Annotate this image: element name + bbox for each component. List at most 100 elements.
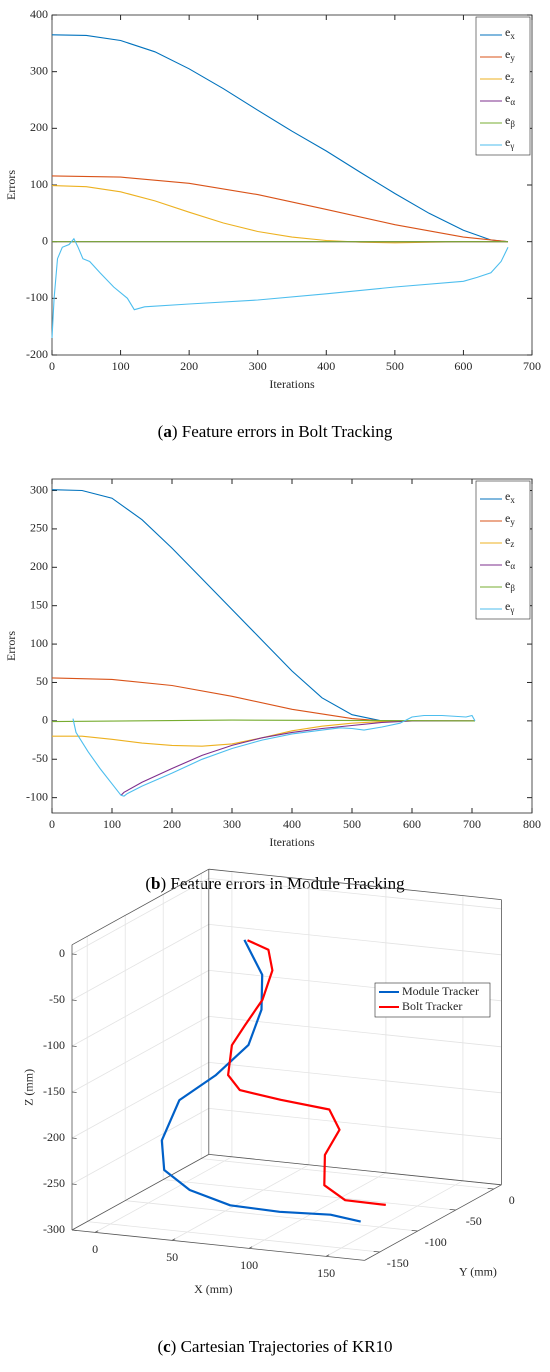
x-tick-label: 500 [386,359,404,373]
y-tick-label: -200 [26,347,48,361]
trajectory-line [227,939,386,1206]
grid-line [208,1062,502,1094]
y-tick-label: 400 [30,7,48,21]
z-tick-label: -50 [49,992,65,1006]
series-line [51,719,476,723]
y-axis-label: Y (mm) [459,1264,497,1278]
x-axis-label: X (mm) [194,1282,232,1296]
grid-line [94,1156,233,1233]
grid-line [201,1158,494,1190]
x-tick-label: 300 [223,817,241,831]
y-axis-label: Errors [4,170,18,200]
series-line [120,720,475,796]
trajectory-line [160,939,361,1223]
x-tick-label: 400 [283,817,301,831]
z-tick-label: -200 [43,1130,65,1144]
y-tick-label: 0 [42,233,48,247]
x-tick-label: 400 [317,359,335,373]
legend-label: eα [505,91,515,107]
y-tick-label: 200 [30,559,48,573]
series-line [51,185,508,244]
y-tick-label: 300 [30,482,48,496]
legend-label: eβ [505,577,515,593]
x-tick-label: 0 [92,1242,98,1256]
grid-line [87,1221,380,1253]
z-tick-label: -250 [43,1176,65,1190]
x-axis-label: Iterations [269,835,315,849]
x-tick-label: 500 [343,817,361,831]
x-tick [325,1254,330,1257]
y-tick [449,1208,456,1211]
y-tick-label: 100 [30,636,48,650]
z-tick-label: -150 [43,1084,65,1098]
box-edge [208,1154,502,1186]
legend-label: ez [505,533,514,549]
legend-label: Bolt Tracker [402,999,462,1013]
legend-label: ey [505,511,515,527]
plot-area [51,14,533,356]
series-line [51,237,509,339]
grid-line [71,1016,209,1093]
caption: (c) Cartesian Trajectories of KR10 [157,1337,392,1356]
legend-label: eγ [505,135,514,151]
box-edge [364,1184,502,1261]
x-tick-label: 200 [163,817,181,831]
x-tick-label: 600 [454,359,472,373]
x-tick-label: 700 [523,359,541,373]
legend-label: eγ [505,599,514,615]
legend-box [475,480,531,620]
legend-box [374,982,491,1018]
grid-line [71,924,209,1001]
y-tick-label: -50 [466,1214,482,1228]
y-tick [487,1187,494,1190]
y-tick-label: -100 [425,1235,447,1249]
y-tick-label: 100 [30,177,48,191]
plot-area [51,478,533,814]
box-edge [71,868,209,946]
x-tick [171,1238,176,1241]
grid-line [163,1179,456,1211]
grid-line [71,1108,209,1185]
x-tick-label: 100 [240,1258,258,1272]
y-tick-label: 50 [36,674,48,688]
y-tick-label: -100 [26,789,48,803]
caption: (b) Feature errors in Module Tracking [145,874,405,893]
series-line [72,714,476,797]
caption: (a) Feature errors in Bolt Tracking [158,422,393,441]
y-tick-label: -50 [32,751,48,765]
grid-line [71,1062,209,1139]
legend-label: ex [505,489,515,505]
z-tick-label: 0 [59,946,65,960]
x-tick-label: 0 [49,817,55,831]
grid-line [208,878,502,910]
x-tick-label: 800 [523,817,541,831]
grid-line [171,1164,310,1241]
x-axis-label: Iterations [269,377,315,391]
x-tick-label: 150 [317,1266,335,1280]
x-tick-label: 100 [103,817,121,831]
y-axis-label: Errors [4,631,18,661]
y-tick-label: 200 [30,120,48,134]
x-tick-label: 700 [463,817,481,831]
x-tick-label: 50 [166,1250,178,1264]
x-tick-label: 100 [112,359,130,373]
grid-line [125,1200,418,1232]
y-tick-label: 0 [509,1193,515,1207]
x-tick-label: 200 [180,359,198,373]
legend-label: Module Tracker [402,984,479,998]
grid-line [208,1108,502,1140]
x-tick-label: 600 [403,817,421,831]
grid-line [208,924,502,956]
legend-label: eβ [505,113,515,129]
x-tick-label: 0 [49,359,55,373]
y-tick-label: -150 [387,1256,409,1270]
y-tick-label: -100 [26,290,48,304]
box-edge [71,1154,209,1231]
y-tick-label: 250 [30,521,48,535]
y-tick [373,1250,380,1253]
y-tick [411,1229,418,1232]
grid-line [71,878,209,955]
legend-label: ey [505,47,515,63]
z-tick-label: -100 [43,1038,65,1052]
